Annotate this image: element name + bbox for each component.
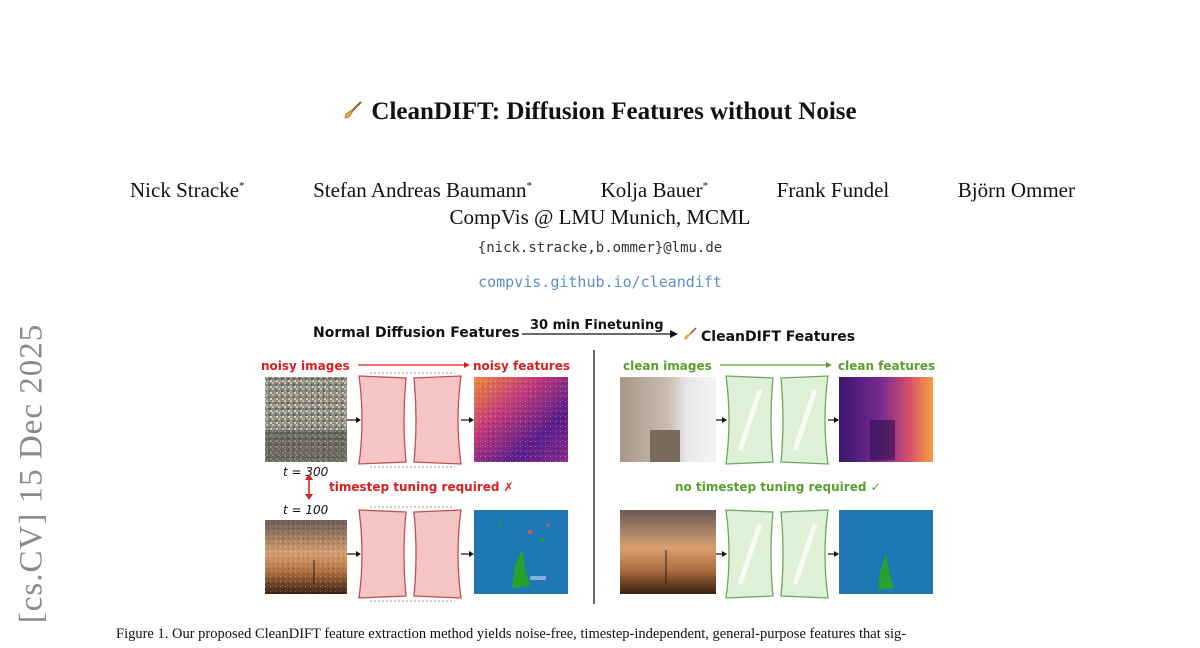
clean-image-sunset xyxy=(620,510,716,594)
author: Kolja Bauer* xyxy=(600,178,709,202)
unet-encoder-block-clean xyxy=(725,509,829,599)
label-clean-images: clean images xyxy=(623,359,712,373)
arxiv-stamp: [cs.CV] 15 Dec 2025 xyxy=(13,323,50,624)
email-address: {nick.stracke,b.ommer}@lmu.de xyxy=(477,240,723,256)
noisy-segmentation-map xyxy=(474,510,568,594)
figure-header-left: Normal Diffusion Features xyxy=(313,325,520,341)
unet-encoder-block xyxy=(358,506,462,602)
note-no-timestep: no timestep tuning required ✓ xyxy=(675,480,881,494)
clean-image-bathroom xyxy=(620,377,716,462)
unet-encoder-block xyxy=(358,372,462,468)
label-clean-features: clean features xyxy=(838,359,935,373)
clean-segmentation-map xyxy=(839,510,933,594)
broom-icon xyxy=(343,99,363,127)
clean-feature-map xyxy=(839,377,933,462)
author: Frank Fundel xyxy=(776,178,890,202)
figure-header-arrow-label: 30 min Finetuning xyxy=(530,318,664,333)
noisy-feature-map xyxy=(474,377,568,462)
header-arrow-head xyxy=(670,330,678,338)
figure-header-right: CleanDIFT Features xyxy=(701,329,855,345)
author: Stefan Andreas Baumann* xyxy=(313,178,533,202)
unet-encoder-block-clean xyxy=(725,375,829,465)
figure-caption: Figure 1. Our proposed CleanDIFT feature… xyxy=(116,626,907,642)
noisy-image-t300 xyxy=(265,377,347,462)
project-link[interactable]: compvis.github.io/cleandift xyxy=(478,273,722,291)
noisy-image-t100 xyxy=(265,520,347,594)
affiliation: CompVis @ LMU Munich, MCML xyxy=(449,205,751,229)
author-list: Nick Stracke* Stefan Andreas Baumann* Ko… xyxy=(130,178,1075,203)
author: Björn Ommer xyxy=(957,178,1075,202)
timestep-label-100: t = 100 xyxy=(283,503,329,517)
paper-title: CleanDIFT: Diffusion Features without No… xyxy=(0,98,1200,127)
paper-title-text: CleanDIFT: Diffusion Features without No… xyxy=(371,98,857,125)
author: Nick Stracke* xyxy=(130,178,245,202)
timestep-label-300: t = 300 xyxy=(283,465,329,479)
note-timestep-required: timestep tuning required ✗ xyxy=(329,480,514,494)
broom-icon xyxy=(684,327,697,340)
label-noisy-images: noisy images xyxy=(261,359,350,373)
label-noisy-features: noisy features xyxy=(473,359,570,373)
figure-1: Normal Diffusion Features 30 min Finetun… xyxy=(230,310,970,608)
